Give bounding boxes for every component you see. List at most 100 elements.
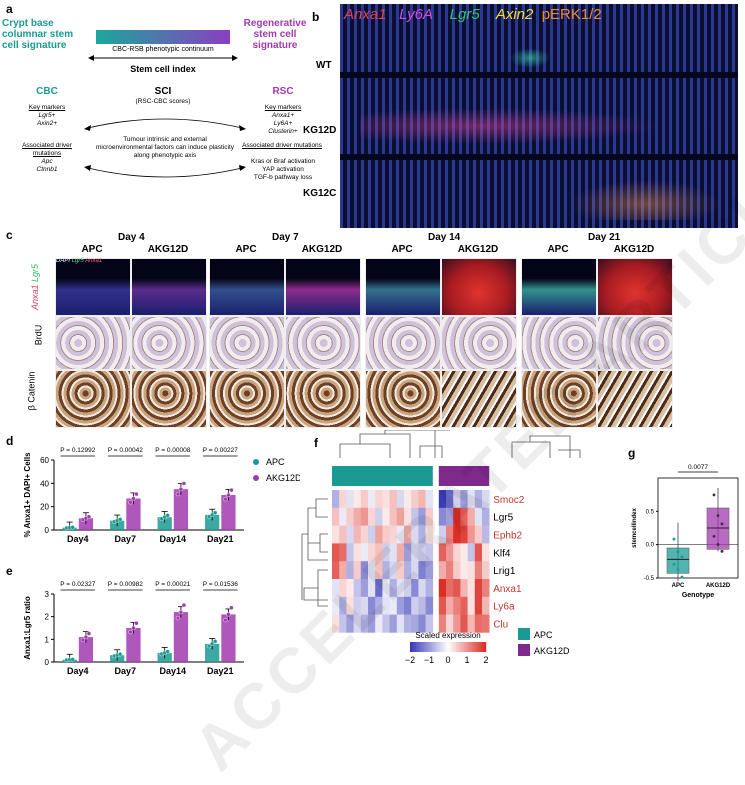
data-point: [178, 609, 184, 615]
scale-swatch: [442, 642, 445, 652]
heat-cell: [411, 490, 419, 509]
heat-cell: [411, 543, 419, 562]
micrograph-brdu-0: [55, 316, 131, 370]
micrograph-fluor-6: [521, 258, 597, 316]
heat-cell: [396, 561, 405, 580]
heat-cell: [332, 579, 340, 598]
micrograph-fluor-0: [55, 258, 131, 316]
heat-cell: [446, 507, 454, 526]
heat-cell: [368, 490, 376, 509]
scale-swatch: [462, 642, 465, 652]
heat-cell: [368, 614, 376, 633]
cbc-signature-title: Crypt base columnar stem cell signature: [2, 18, 74, 51]
heat-cell: [460, 543, 468, 562]
heat-cell: [375, 596, 383, 615]
heat-cell: [460, 614, 468, 633]
heat-cell: [360, 561, 369, 580]
heat-cell: [332, 507, 340, 526]
heat-cell: [425, 543, 434, 562]
data-point: [206, 643, 212, 649]
heat-cell: [467, 579, 476, 598]
data-point: [712, 493, 716, 497]
y-tick-label: 0.0: [646, 543, 655, 549]
cbc-drivers-heading: Associated driver mutations: [22, 142, 72, 157]
scale-swatch: [410, 642, 413, 652]
scale-tick: 0: [445, 655, 450, 665]
heat-cell: [404, 614, 412, 633]
heat-cell: [346, 543, 354, 562]
heat-cell: [425, 525, 434, 544]
heat-cell: [353, 490, 362, 509]
heat-cell: [467, 490, 476, 509]
scale-tick: 2: [483, 655, 488, 665]
data-point: [134, 621, 139, 626]
y-tick-label: 2: [45, 613, 50, 622]
bar-akg12d-day14: [173, 612, 189, 662]
bar-akg12d-day4: [78, 518, 94, 530]
heat-cell: [453, 490, 461, 509]
data-point: [223, 496, 228, 502]
rsc-markers-heading: Key markers: [264, 104, 302, 111]
scale-swatch: [458, 642, 461, 652]
heat-cell: [339, 490, 347, 509]
legend-marker-apc: [253, 459, 259, 465]
bar-akg12d-day7: [126, 498, 141, 530]
plasticity-text: Tumour intrinsic and external microenvir…: [96, 136, 235, 159]
p-value: P = 0.00008: [155, 447, 191, 454]
geno-apc-d7: APC: [235, 244, 257, 255]
heat-cell: [404, 490, 412, 509]
heat-cell: [418, 525, 426, 544]
heat-cell: [339, 561, 347, 580]
scale-swatch: [448, 642, 451, 652]
micrograph-fluor-3: [285, 258, 361, 316]
scale-swatch: [482, 642, 485, 652]
heat-cell: [482, 525, 490, 544]
legend-dapi: DAPI: [56, 258, 71, 264]
heat-cell: [332, 525, 340, 544]
scale-swatch: [440, 642, 443, 652]
heat-cell: [418, 596, 426, 615]
micrograph-catenin-7: [597, 370, 673, 428]
anxa1-lgr5-ratio-chart: 0 1 2 3 Anxa1:Lgr5 ratio Day4 P = 0.02327 Day7 P…: [23, 581, 244, 676]
heat-cell: [396, 543, 405, 562]
heat-cell: [404, 525, 412, 544]
heat-cell: [382, 507, 390, 526]
box-akg12d: [706, 507, 730, 550]
continuum-gradient-bar: [96, 30, 230, 44]
data-point: [672, 563, 676, 566]
p-value: P = 0.00227: [203, 447, 239, 454]
scale-swatch: [454, 642, 457, 652]
heat-cell: [453, 507, 461, 526]
geno-akg-d21: AKG12D: [613, 244, 655, 255]
x-tick-label: APC: [672, 583, 685, 589]
heat-cell: [368, 543, 376, 562]
heat-cell: [418, 579, 426, 598]
cbc-markers: Lgr5+ Axin2+: [36, 112, 58, 127]
micrograph-catenin-5: [441, 370, 517, 428]
x-tick-label: AKG12D: [706, 583, 731, 589]
heat-cell: [346, 525, 354, 544]
heat-cell: [353, 596, 362, 615]
heat-cell: [368, 596, 376, 615]
scale-swatch: [426, 642, 429, 652]
gene-label-ly6a: Ly6a: [493, 602, 515, 613]
heat-cell: [446, 525, 454, 544]
heat-cell: [425, 596, 434, 615]
data-point: [226, 612, 231, 617]
scale-swatch: [414, 642, 417, 652]
heat-cell: [411, 525, 419, 544]
scale-swatch: [484, 642, 487, 652]
day14-header: Day 14: [428, 232, 461, 243]
scale-tick: −2: [405, 655, 415, 665]
micrograph-catenin-2: [209, 370, 285, 428]
heat-cell: [396, 507, 405, 526]
micrograph-fluor-1: [131, 258, 207, 316]
heat-cell: [360, 596, 369, 615]
legend-anxa1: Anxa1: [85, 258, 103, 264]
heat-cell: [346, 507, 354, 526]
legend-lgr5: Lgr5: [71, 258, 84, 264]
scale-swatch: [420, 642, 423, 652]
stain-legend: Anxa1 Ly6A Lgr5 Axin2 pERK1/2: [344, 6, 602, 23]
scale-swatch: [470, 642, 473, 652]
p-value: P = 0.12992: [60, 447, 96, 454]
